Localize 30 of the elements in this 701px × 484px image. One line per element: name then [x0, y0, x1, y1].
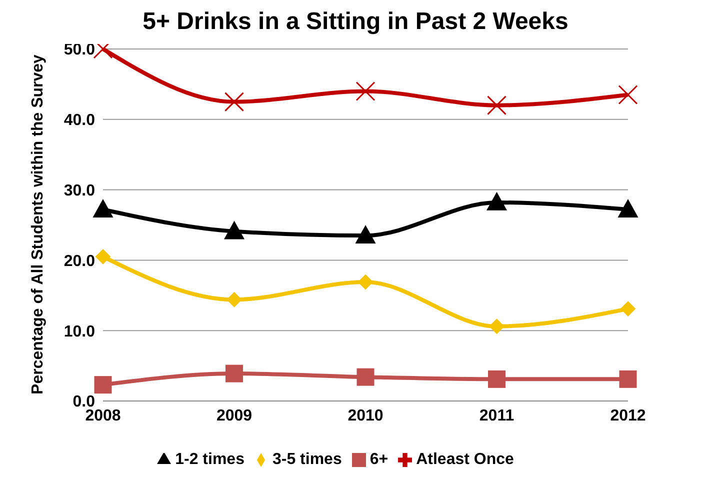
point — [96, 249, 110, 264]
x-tick-label: 2009 — [216, 407, 252, 424]
legend-label: 1-2 times — [175, 451, 244, 468]
point — [93, 200, 113, 218]
point — [356, 368, 374, 386]
x-tick-label: 2010 — [348, 407, 384, 424]
x-tick-label: 2011 — [479, 407, 514, 424]
y-axis-title: Percentage of All Students within the Survey — [28, 54, 48, 394]
point — [224, 222, 244, 240]
point — [489, 318, 504, 334]
point — [226, 292, 242, 308]
chart-title: 5+ Drinks in a Sitting in Past 2 Weeks — [142, 8, 568, 35]
legend-label: Atleast Once — [416, 451, 514, 468]
y-tick-label: 40.0 — [64, 112, 96, 130]
x-tick-label: 2008 — [85, 407, 121, 424]
y-tick-label: 30.0 — [64, 182, 96, 200]
y-tick-label: 20.0 — [64, 252, 96, 270]
point — [620, 301, 636, 316]
x-tick-label: 2012 — [610, 407, 646, 424]
point — [618, 200, 638, 218]
legend-label: 6+ — [370, 451, 388, 468]
legend-label: 3-5 times — [272, 451, 342, 468]
point — [619, 370, 637, 388]
y-tick-label: 10.0 — [64, 323, 96, 340]
point — [94, 376, 112, 394]
point — [488, 370, 506, 388]
point — [358, 274, 373, 290]
point — [487, 192, 506, 210]
point — [226, 364, 243, 382]
point — [356, 226, 376, 244]
